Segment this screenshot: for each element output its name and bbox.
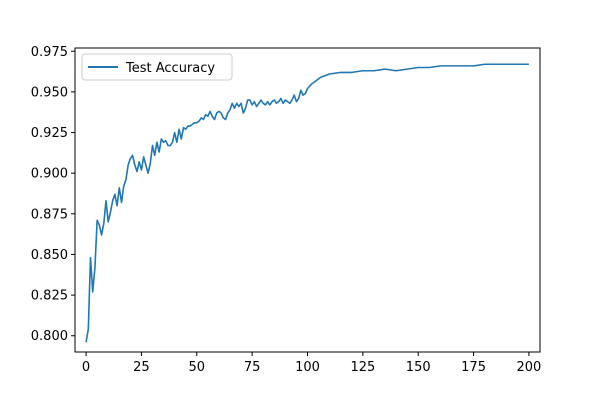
x-tick-label: 200 [517, 360, 542, 375]
y-tick-label: 0.900 [31, 167, 68, 182]
y-tick-label: 0.950 [31, 85, 68, 100]
plot-frame [74, 47, 541, 353]
x-tick-label: 100 [295, 360, 320, 375]
x-tick-label: 175 [461, 360, 486, 375]
y-tick-label: 0.850 [31, 248, 68, 263]
plot-area [75, 48, 540, 352]
x-tick-label: 125 [350, 360, 375, 375]
legend-box [81, 53, 233, 81]
legend-label: Test Accuracy [125, 61, 215, 76]
x-tick-label: 50 [189, 360, 206, 375]
y-tick-label: 0.975 [31, 45, 68, 60]
y-tick-label: 0.825 [31, 289, 68, 304]
x-tick-label: 150 [406, 360, 431, 375]
legend: Test Accuracy [81, 53, 233, 81]
x-tick-label: 75 [244, 360, 261, 375]
x-axis-ticks: 0 25 50 75 100 125 150 175 200 [82, 352, 541, 375]
x-tick-label: 0 [82, 360, 90, 375]
y-tick-label: 0.800 [31, 329, 68, 344]
series-layer [85, 63, 529, 343]
series-line-test-accuracy [85, 63, 529, 343]
y-axis-ticks: 0.800 0.825 0.850 0.875 0.900 0.925 0.950 0.975 [31, 45, 75, 344]
y-tick-label: 0.925 [31, 126, 68, 141]
x-tick-label: 25 [133, 360, 150, 375]
y-tick-label: 0.875 [31, 207, 68, 222]
